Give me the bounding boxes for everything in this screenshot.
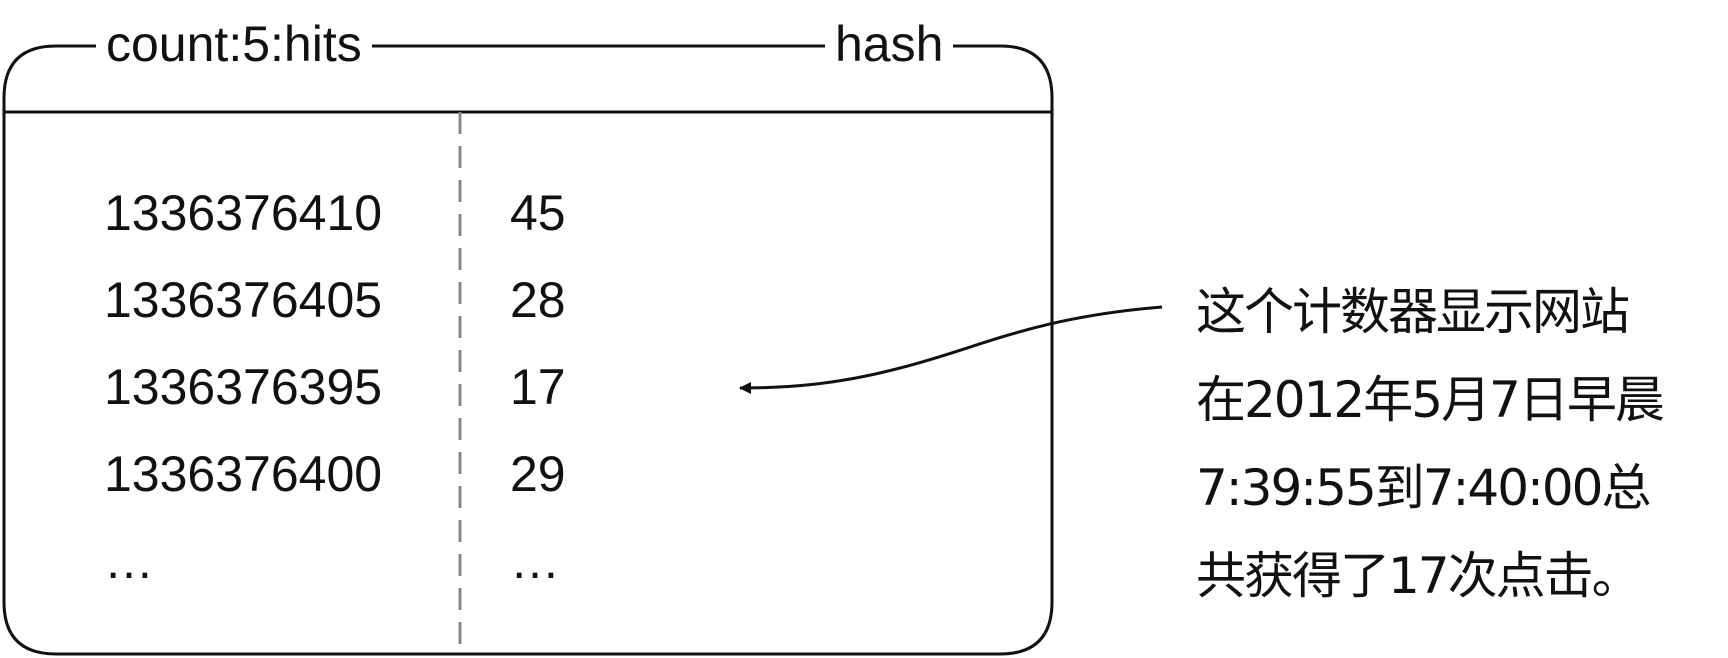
hash-key-name: count:5:hits [96,8,372,80]
structure-type-label: hash [825,8,954,80]
hash-field: 1336376400 [104,446,383,502]
hash-container-box [2,44,1054,656]
hash-value: 17 [510,359,566,415]
hash-field: 1336376395 [104,359,383,415]
annotation-text: 这个计数器显示网站 在2012年5月7日早晨 7:39:55到7:40:00总 … [1196,268,1726,620]
annotation-line: 在2012年5月7日早晨 [1196,371,1665,429]
hash-field: 1336376410 [104,185,383,241]
annotation-arrow [739,305,1163,394]
hash-field-ellipsis: … [104,533,154,589]
hash-value: 28 [510,272,566,328]
hash-field: 1336376405 [104,272,383,328]
annotation-line: 这个计数器显示网站 [1196,283,1630,341]
hash-value: 29 [510,446,566,502]
annotation-line: 7:39:55到7:40:00总 [1196,459,1652,517]
hash-value: 45 [510,185,566,241]
annotation-line: 共获得了17次点击。 [1196,547,1642,605]
hash-value-ellipsis: … [510,533,560,589]
